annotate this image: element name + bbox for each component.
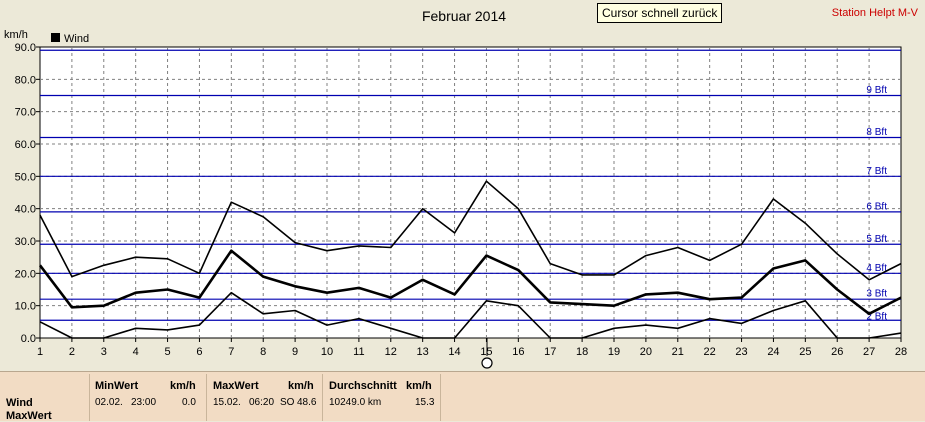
y-tick-label: 30.0 xyxy=(15,236,36,248)
wind-chart[interactable]: Februar 2014 Station Helpt M-V km/h Wind… xyxy=(0,0,925,371)
y-tick-label: 60.0 xyxy=(15,139,36,151)
avg-header: Durchschnitt xyxy=(329,380,397,392)
x-tick-label: 16 xyxy=(512,346,524,358)
legend-wind: Wind xyxy=(64,33,89,45)
min-unit: km/h xyxy=(170,380,196,392)
beaufort-label: 6 Bft xyxy=(866,201,887,212)
y-tick-label: 70.0 xyxy=(15,107,36,119)
y-tick-label: 50.0 xyxy=(15,171,36,183)
x-tick-label: 21 xyxy=(672,346,684,358)
max-time: 06:20 xyxy=(249,397,275,408)
avg-unit: km/h xyxy=(406,380,432,392)
x-tick-label: 18 xyxy=(576,346,588,358)
x-tick-label: 14 xyxy=(448,346,460,358)
x-tick-label: 22 xyxy=(704,346,716,358)
row-label-wind: Wind xyxy=(6,397,33,409)
x-tick-label: 5 xyxy=(164,346,170,358)
beaufort-label: 8 Bft xyxy=(866,127,887,138)
chart-title: Februar 2014 xyxy=(422,8,506,24)
stats-panel: Wind MaxWert MinWert km/h 02.02. 23:00 0… xyxy=(0,371,925,422)
x-tick-label: 24 xyxy=(767,346,779,358)
y-tick-label: 0.0 xyxy=(21,333,36,345)
y-tick-label: 40.0 xyxy=(15,204,36,216)
y-unit-label: km/h xyxy=(4,29,28,41)
y-tick-label: 80.0 xyxy=(15,74,36,86)
x-tick-label: 19 xyxy=(608,346,620,358)
x-tick-label: 1 xyxy=(37,346,43,358)
max-unit: km/h xyxy=(288,380,314,392)
cursor-handle[interactable] xyxy=(481,357,493,369)
plot-area xyxy=(39,46,902,339)
x-tick-label: 28 xyxy=(895,346,907,358)
max-direction: SO xyxy=(280,397,295,408)
x-tick-label: 10 xyxy=(321,346,333,358)
wind-series-line xyxy=(38,249,902,316)
beaufort-label: 2 Bft xyxy=(866,311,887,322)
x-tick-label: 8 xyxy=(260,346,266,358)
cursor-tooltip: Cursor schnell zurück xyxy=(597,3,723,23)
station-label: Station Helpt M-V xyxy=(832,7,919,19)
min-time: 23:00 xyxy=(131,397,157,408)
x-tick-label: 4 xyxy=(133,346,139,358)
avg-value: 15.3 xyxy=(415,397,435,408)
row-label-maxwert: MaxWert xyxy=(6,410,52,422)
x-tick-label: 27 xyxy=(863,346,875,358)
x-tick-label: 12 xyxy=(385,346,397,358)
x-tick-label: 13 xyxy=(417,346,429,358)
x-tick-label: 26 xyxy=(831,346,843,358)
beaufort-label: 7 Bft xyxy=(866,166,887,177)
x-tick-label: 6 xyxy=(196,346,202,358)
x-tick-label: 15 xyxy=(480,346,492,358)
beaufort-label: 4 Bft xyxy=(866,263,887,274)
avg-total: 10249.0 km xyxy=(329,397,382,408)
x-tick-label: 3 xyxy=(101,346,107,358)
min-value: 0.0 xyxy=(182,397,196,408)
x-tick-label: 11 xyxy=(353,346,364,358)
x-tick-label: 20 xyxy=(640,346,652,358)
beaufort-label: 5 Bft xyxy=(866,234,887,245)
beaufort-label: 3 Bft xyxy=(866,289,887,300)
min-date: 02.02. xyxy=(95,397,123,408)
max-value: 48.6 xyxy=(297,397,317,408)
wind-series-line xyxy=(39,291,902,339)
x-tick-label: 9 xyxy=(292,346,298,358)
x-tick-label: 7 xyxy=(228,346,234,358)
y-tick-label: 20.0 xyxy=(15,268,36,280)
max-header: MaxWert xyxy=(213,380,259,392)
legend-swatch xyxy=(51,33,60,42)
wind-series-line xyxy=(39,180,902,281)
x-tick-label: 23 xyxy=(735,346,747,358)
beaufort-label: 9 Bft xyxy=(866,85,887,96)
max-date: 15.02. xyxy=(213,397,241,408)
min-header: MinWert xyxy=(95,380,139,392)
x-tick-label: 25 xyxy=(799,346,811,358)
y-tick-label: 90.0 xyxy=(15,42,36,54)
y-tick-label: 10.0 xyxy=(15,301,36,313)
x-tick-label: 2 xyxy=(69,346,75,358)
x-tick-label: 17 xyxy=(544,346,556,358)
